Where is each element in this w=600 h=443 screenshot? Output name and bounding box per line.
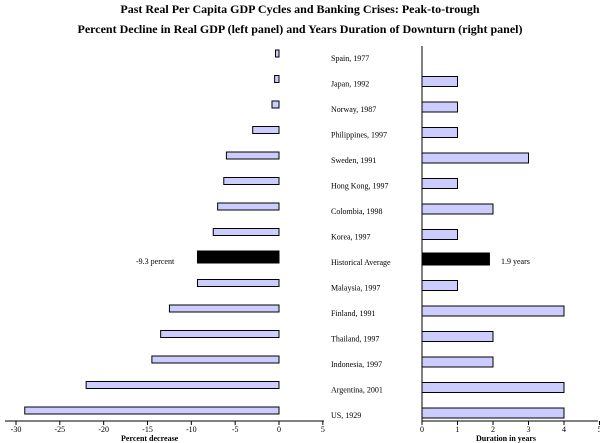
right-bar-argentina-2001 (421, 382, 565, 393)
left-bar-historical-average (196, 250, 280, 264)
category-label-philippines-1997: Philippines, 1997 (331, 131, 387, 140)
category-label-historical-average: Historical Average (331, 258, 391, 267)
left-bar-thailand-1997 (160, 330, 280, 338)
left-annotation: -9.3 percent (136, 257, 175, 266)
right-bar-philippines-1997 (421, 127, 458, 138)
left-tick-label: -10 (186, 425, 197, 434)
right-tick-label: 2 (491, 425, 495, 434)
left-tick-label: -15 (142, 425, 153, 434)
category-label-indonesia-1997: Indonesia, 1997 (331, 360, 382, 369)
chart-subtitle: Percent Decline in Real GDP (left panel)… (77, 22, 523, 36)
left-tick-label: 5 (321, 425, 325, 434)
right-bar-japan-1992 (421, 76, 458, 87)
left-bar-korea-1997 (212, 228, 280, 236)
right-tick-label: 4 (562, 425, 566, 434)
left-bar-spain-1977 (274, 49, 280, 58)
right-bar-us-1929 (421, 407, 565, 419)
category-label-thailand-1997: Thailand, 1997 (331, 335, 379, 344)
left-bar-colombia-1998 (217, 202, 280, 211)
category-label-malaysia-1997: Malaysia, 1997 (331, 284, 380, 293)
right-tick-label: 1 (456, 425, 460, 434)
category-label-us-1929: US, 1929 (331, 411, 361, 420)
left-tick-label: 0 (277, 425, 281, 434)
right-bar-indonesia-1997 (421, 356, 494, 368)
right-bar-malaysia-1997 (421, 280, 458, 291)
left-tick-label: -20 (98, 425, 109, 434)
category-label-norway-1987: Norway, 1987 (331, 105, 376, 114)
left-bar-us-1929 (24, 406, 280, 415)
right-bar-finland-1991 (421, 305, 565, 317)
right-bar-colombia-1998 (421, 203, 494, 215)
left-tick-label: -30 (11, 425, 22, 434)
category-label-korea-1997: Korea, 1997 (331, 233, 371, 242)
left-tick-label: -25 (54, 425, 65, 434)
right-bar-norway-1987 (421, 101, 458, 113)
right-bar-korea-1997 (421, 229, 458, 240)
right-tick-label: 5 (598, 425, 600, 434)
left-bar-indonesia-1997 (151, 355, 280, 364)
left-bar-finland-1991 (168, 304, 280, 313)
chart-title: Past Real Per Capita GDP Cycles and Bank… (120, 2, 480, 16)
category-label-colombia-1998: Colombia, 1998 (331, 207, 383, 216)
left-bar-argentina-2001 (85, 381, 280, 389)
category-label-spain-1977: Spain, 1977 (331, 54, 369, 63)
right-bar-historical-average (421, 252, 490, 266)
right-bar-hong-kong-1997 (421, 178, 458, 189)
right-bar-sweden-1991 (421, 152, 529, 164)
left-bar-japan-1992 (274, 75, 280, 83)
right-annotation: 1.9 years (501, 257, 530, 266)
right-tick-label: 3 (527, 425, 531, 434)
left-bar-sweden-1991 (225, 151, 280, 160)
left-x-axis-label: Percent decrease (121, 434, 179, 443)
right-bar-thailand-1997 (421, 331, 494, 342)
left-bar-norway-1987 (271, 100, 280, 109)
left-bar-philippines-1997 (252, 126, 280, 134)
category-label-argentina-2001: Argentina, 2001 (331, 386, 383, 395)
category-label-hong-kong-1997: Hong Kong, 1997 (331, 182, 389, 191)
right-tick-label: 0 (420, 425, 424, 434)
right-x-axis-label: Duration in years (476, 434, 536, 443)
category-label-japan-1992: Japan, 1992 (331, 80, 369, 89)
left-bar-hong-kong-1997 (223, 177, 280, 185)
category-label-finland-1991: Finland, 1991 (331, 309, 375, 318)
category-label-sweden-1991: Sweden, 1991 (331, 156, 376, 165)
left-tick-label: -5 (232, 425, 239, 434)
left-bar-malaysia-1997 (196, 279, 280, 287)
